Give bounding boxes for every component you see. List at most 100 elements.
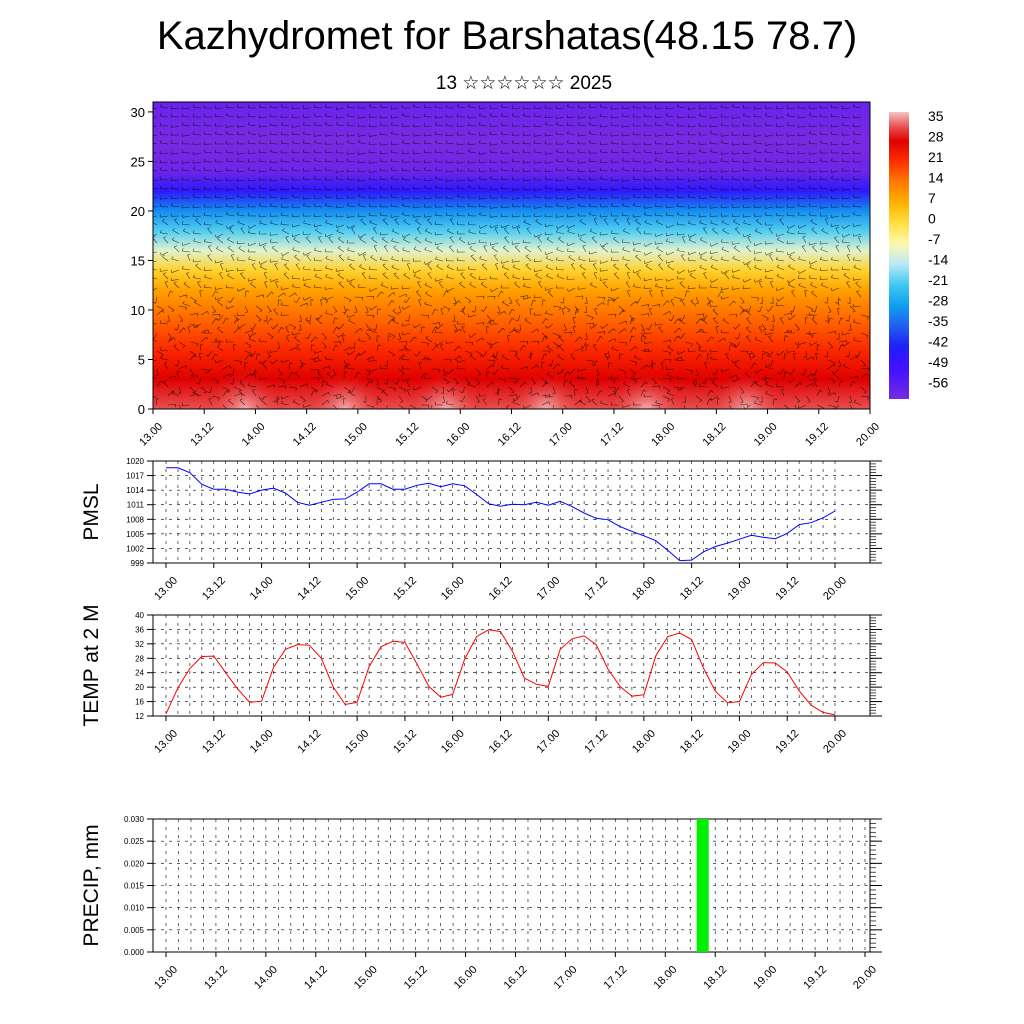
y-tick-label: 1014 [126, 486, 144, 495]
warm-blob [503, 369, 588, 409]
warm-blob [704, 369, 789, 409]
y-tick-label: 12 [135, 712, 144, 721]
warm-blob [604, 369, 689, 409]
colorbar-label: 35 [928, 108, 944, 124]
cross-section-chart: 0 5 10 15 20 25 30 13.00 13.12 14.00 14.12 15.00 15.… [131, 101, 882, 449]
colorbar-label: -21 [928, 272, 948, 288]
x-tick-label: 18.12 [678, 575, 706, 603]
y-tick-label: 24 [135, 669, 144, 678]
x-tick-label: 13.00 [137, 421, 165, 449]
colorbar-label: 7 [928, 190, 936, 206]
x-tick-label: 16.00 [439, 575, 467, 603]
x-tick-label: 13.12 [188, 421, 216, 449]
x-tick-label: 19.12 [801, 964, 829, 992]
y-tick-label: 10 [131, 303, 145, 318]
y-tick-label: 0.025 [124, 837, 145, 846]
x-tick-label: 17.00 [534, 575, 562, 603]
colorbar-label: -28 [928, 293, 948, 309]
y-tick-label: 0.010 [124, 904, 145, 913]
grid [153, 614, 870, 717]
x-tick-label: 15.00 [343, 728, 371, 756]
y-tick-label: 30 [131, 105, 145, 120]
y-tick-label: 0.020 [124, 859, 145, 868]
y-tick-label: 1011 [127, 501, 145, 510]
x-tick-label: 13.00 [152, 728, 180, 756]
x-tick-label: 15.12 [402, 964, 430, 992]
x-tick-label: 14.00 [240, 421, 268, 449]
y-axis-label: PMSL [80, 483, 103, 540]
x-tick-label: 19.12 [803, 421, 831, 449]
x-tick-label: 19.12 [773, 728, 801, 756]
temp-series-line [165, 629, 836, 716]
colorbar-label: -56 [928, 375, 948, 391]
y-axis-label: TEMP at 2 M [80, 604, 103, 726]
colorbar-fill [889, 112, 909, 399]
page-title: Kazhydromet for Barshatas(48.15 78.7) [156, 14, 858, 58]
x-tick-label: 18.00 [651, 964, 679, 992]
x-tick-label: 20.00 [821, 575, 849, 603]
frame [152, 614, 871, 717]
x-tick-label: 16.12 [487, 728, 515, 756]
x-tick-label: 15.12 [393, 421, 421, 449]
y-tick-label: 32 [135, 640, 144, 649]
colorbar-label: 14 [928, 170, 944, 186]
grid [153, 460, 870, 564]
y-tick-label: 25 [131, 154, 145, 169]
x-tick-label: 17.12 [602, 964, 630, 992]
x-tick-label: 18.00 [630, 728, 658, 756]
colorbar-label: -14 [928, 252, 948, 268]
x-tick-label: 19.00 [726, 728, 754, 756]
colorbar-label: -7 [928, 231, 941, 247]
y-tick-label: 0.015 [124, 882, 145, 891]
x-tick-label: 17.00 [534, 728, 562, 756]
warm-blob [202, 369, 287, 409]
y-axis-label: PRECIP, mm [80, 824, 103, 946]
warm-blob [403, 369, 488, 409]
x-tick-label: 17.00 [552, 964, 580, 992]
colorbar: 35 28 21 14 7 0 -7 -14 -21 -28 -35 -42 -49 -56 [889, 108, 948, 399]
temp-chart: 12 16 20 24 28 32 36 40 13.00 13.12 14.00 14.12 15.0… [80, 604, 882, 756]
y-tick-label: 1017 [126, 472, 144, 481]
y-tick-label: 5 [138, 352, 145, 367]
colorbar-label: 21 [928, 149, 944, 165]
x-tick-label: 16.12 [496, 421, 524, 449]
y-tick-label: 28 [135, 654, 144, 663]
x-tick-label: 14.12 [296, 728, 324, 756]
colorbar-label: 0 [928, 211, 936, 227]
x-tick-label: 14.12 [291, 421, 319, 449]
frame [152, 460, 871, 564]
x-tick-label: 14.00 [248, 575, 276, 603]
y-tick-label: 36 [135, 625, 144, 634]
x-tick-label: 16.00 [439, 728, 467, 756]
x-tick-label: 19.12 [773, 575, 801, 603]
x-tick-label: 14.12 [302, 964, 330, 992]
colorbar-label: -35 [928, 313, 948, 329]
x-tick-label: 13.12 [202, 964, 230, 992]
x-tick-label: 13.00 [152, 964, 180, 992]
x-tick-label: 19.00 [751, 964, 779, 992]
y-tick-label: 0.000 [124, 948, 145, 957]
date-subtitle: 13 ☆☆☆☆☆☆ 2025 [435, 73, 613, 94]
x-tick-label: 20.00 [821, 728, 849, 756]
x-tick-label: 16.00 [444, 421, 472, 449]
colorbar-label: 28 [928, 129, 944, 145]
x-tick-label: 18.12 [701, 421, 729, 449]
y-tick-label: 40 [135, 611, 144, 620]
x-tick-label: 18.00 [649, 421, 677, 449]
x-tick-label: 19.00 [752, 421, 780, 449]
y-tick-label: 20 [131, 204, 145, 219]
x-tick-label: 19.00 [726, 575, 754, 603]
y-tick-label: 999 [131, 559, 145, 568]
x-tick-label: 15.00 [342, 421, 370, 449]
y-tick-label: 16 [135, 698, 144, 707]
temperature-field [153, 102, 870, 409]
x-tick-label: 15.12 [391, 575, 419, 603]
x-tick-label: 16.12 [502, 964, 530, 992]
x-tick-label: 15.12 [391, 728, 419, 756]
y-tick-label: 1008 [126, 515, 144, 524]
colorbar-label: -42 [928, 334, 948, 350]
x-tick-label: 13.12 [200, 728, 228, 756]
x-tick-label: 18.12 [701, 964, 729, 992]
x-tick-label: 16.00 [452, 964, 480, 992]
